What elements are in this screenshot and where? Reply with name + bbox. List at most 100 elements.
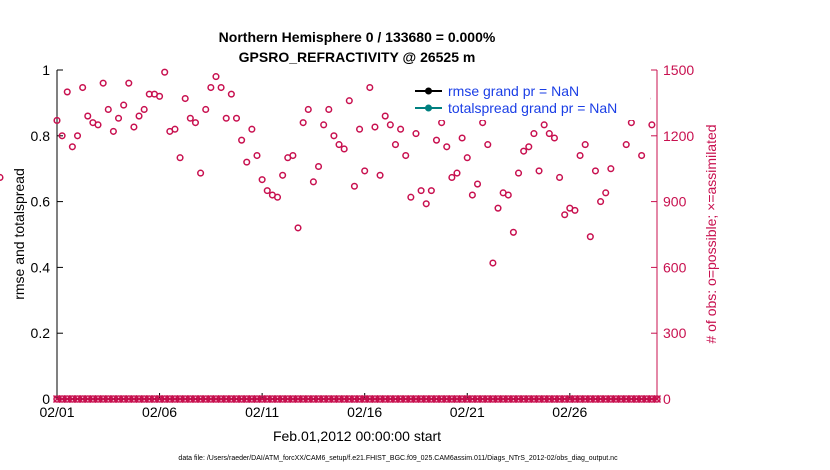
obs-zero-marker: [217, 395, 225, 403]
obs-possible-point: [232, 114, 241, 122]
obs-zero-marker: [371, 395, 379, 403]
obs-possible-point: [427, 187, 435, 195]
obs-zero-marker: [309, 395, 318, 403]
obs-zero-marker: [376, 395, 384, 403]
legend-rmse-marker: [425, 87, 432, 95]
obs-zero-marker: [360, 395, 369, 403]
obs-possible-point: [304, 105, 312, 114]
obs-possible-point: [330, 132, 338, 140]
y-left-tick-label: 0.8: [31, 128, 51, 144]
obs-possible-point: [571, 206, 579, 214]
obs-possible-point: [0, 173, 4, 182]
obs-possible-point: [627, 119, 635, 127]
obs-zero-marker: [422, 395, 430, 403]
obs-possible-point: [356, 125, 364, 133]
obs-zero-marker: [201, 395, 210, 403]
obs-possible-point: [576, 151, 584, 160]
obs-zero-marker: [191, 395, 200, 403]
y-right-tick-label: 0: [663, 391, 671, 407]
obs-possible-point: [197, 169, 205, 177]
obs-zero-marker: [478, 395, 487, 403]
obs-zero-marker: [576, 395, 584, 403]
legend: rmse grand pr = NaN totalspread grand pr…: [410, 80, 650, 120]
obs-zero-marker: [468, 395, 477, 403]
obs-possible-point: [202, 105, 210, 114]
obs-possible-point: [263, 187, 271, 195]
obs-zero-marker: [612, 395, 620, 403]
obs-possible-point: [473, 180, 482, 188]
obs-zero-marker: [622, 395, 630, 403]
obs-zero-marker: [242, 395, 251, 403]
obs-zero-marker: [294, 395, 302, 403]
obs-possible-point: [432, 136, 441, 144]
obs-zero-marker: [299, 395, 307, 403]
obs-possible-point: [125, 79, 133, 87]
obs-possible-point: [453, 169, 461, 177]
obs-zero-marker: [58, 395, 66, 403]
obs-zero-marker: [494, 395, 502, 403]
obs-zero-marker: [319, 395, 328, 403]
obs-possible-point: [238, 136, 246, 144]
obs-possible-point: [309, 178, 317, 186]
obs-zero-marker: [268, 395, 277, 403]
data-file-footnote: data file: /Users/raeder/DAI/ATM_forcXX/…: [178, 455, 618, 462]
obs-possible-point: [181, 94, 189, 103]
obs-zero-marker: [401, 395, 410, 403]
obs-possible-point: [468, 191, 476, 199]
obs-possible-point: [120, 101, 128, 109]
legend-box: [410, 80, 650, 120]
x-tick-label: 02/06: [142, 404, 177, 420]
obs-zero-marker: [114, 395, 123, 403]
obs-zero-marker: [181, 395, 189, 403]
y-right-tick-label: 1200: [663, 128, 694, 144]
obs-zero-marker: [68, 395, 77, 403]
y-axis-label-right: # of obs: o=possible; ×=assimilated: [703, 124, 719, 343]
obs-possible-point: [386, 121, 394, 129]
y-right-tick-label: 900: [663, 194, 687, 210]
obs-possible-point: [335, 141, 343, 149]
obs-zero-marker: [653, 395, 661, 403]
obs-possible-point: [479, 119, 487, 127]
obs-possible-point: [540, 121, 548, 129]
obs-zero-marker: [207, 395, 215, 403]
y-left-tick-label: 1: [42, 62, 50, 78]
obs-zero-marker: [473, 395, 482, 403]
obs-possible-point: [520, 147, 528, 155]
obs-zero-marker: [396, 395, 405, 403]
obs-zero-marker: [489, 395, 497, 403]
obs-possible-point: [273, 193, 282, 201]
obs-possible-point: [207, 83, 215, 92]
legend-rmse-label: rmse grand pr = NaN: [448, 83, 579, 99]
obs-zero-marker: [648, 395, 656, 403]
obs-zero-marker: [391, 395, 400, 403]
obs-possible-point: [186, 114, 194, 122]
obs-possible-point: [591, 167, 600, 175]
obs-zero-marker: [586, 395, 595, 403]
obs-zero-marker: [232, 395, 241, 403]
obs-zero-marker: [289, 395, 297, 403]
obs-zero-marker: [284, 395, 292, 403]
obs-zero-marker: [442, 395, 451, 403]
obs-possible-point: [176, 154, 184, 162]
obs-zero-marker: [540, 395, 548, 403]
obs-possible-point: [581, 141, 589, 149]
obs-possible-point: [438, 119, 446, 127]
obs-zero-marker: [632, 395, 641, 403]
obs-zero-marker: [119, 395, 128, 403]
obs-possible-point: [361, 167, 369, 175]
obs-possible-point: [350, 182, 358, 190]
obs-possible-point: [345, 97, 353, 105]
obs-possible-point: [171, 125, 179, 133]
obs-zero-marker: [176, 395, 184, 403]
obs-possible-point: [340, 145, 348, 153]
obs-possible-point: [258, 176, 266, 184]
obs-zero-marker: [412, 395, 420, 403]
obs-possible-point: [99, 79, 107, 87]
obs-zero-marker: [237, 395, 246, 403]
obs-possible-point: [289, 151, 297, 160]
obs-possible-point: [114, 114, 123, 122]
obs-zero-marker: [109, 395, 118, 403]
obs-zero-marker: [463, 395, 472, 403]
obs-possible-point: [325, 105, 333, 114]
obs-possible-point: [422, 200, 430, 208]
